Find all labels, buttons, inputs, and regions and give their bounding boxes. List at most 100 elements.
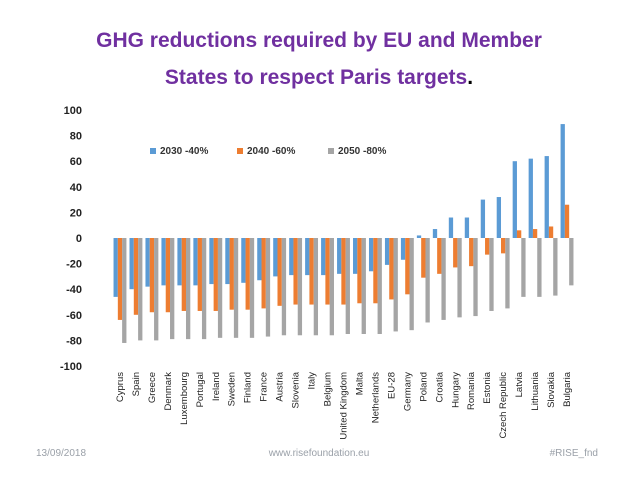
bar-2040-netherlands bbox=[373, 238, 378, 304]
bar-2040-denmark bbox=[165, 238, 171, 313]
bar-2040-spain bbox=[133, 238, 139, 315]
bar-2030-malta bbox=[353, 238, 358, 274]
bar-2040-finland bbox=[245, 238, 250, 310]
bar-2050-portugal bbox=[201, 238, 207, 340]
x-category-label: Poland bbox=[418, 372, 429, 402]
bar-2030-france bbox=[257, 238, 262, 281]
x-category-label: Belgium bbox=[323, 372, 334, 406]
bar-2030-eu-28 bbox=[384, 238, 390, 265]
bar-2040-bulgaria bbox=[564, 204, 570, 238]
x-category-label: EU-28 bbox=[386, 372, 397, 399]
bar-2030-hungary bbox=[448, 217, 454, 238]
bar-2050-germany bbox=[409, 238, 414, 331]
bar-2030-lithuania bbox=[528, 158, 533, 238]
bar-2030-sweden bbox=[225, 238, 230, 285]
x-category-label: Austria bbox=[275, 371, 286, 401]
bar-2030-latvia bbox=[512, 161, 517, 238]
bar-2030-croatia bbox=[432, 229, 438, 238]
y-tick-label: 60 bbox=[70, 156, 82, 168]
x-category-label: Denmark bbox=[163, 372, 174, 411]
footer-website: www.risefoundation.eu bbox=[268, 448, 370, 459]
bar-2030-germany bbox=[400, 238, 406, 260]
title-period: . bbox=[467, 66, 474, 89]
bar-2050-italy bbox=[313, 238, 319, 336]
x-category-label: Bulgaria bbox=[562, 371, 573, 407]
bar-2050-sweden bbox=[233, 238, 239, 338]
chart-legend: 2030 -40% 2040 -60% 2050 -80% bbox=[150, 146, 386, 157]
bar-2050-slovenia bbox=[297, 238, 303, 336]
bar-2040-united-kingdom bbox=[341, 238, 346, 305]
x-category-label: Sweden bbox=[227, 372, 238, 406]
x-category-label: Ireland bbox=[211, 372, 222, 401]
y-tick-label: -60 bbox=[66, 310, 82, 322]
y-axis-tick-labels: 100 80 60 40 20 0 -20 -40 -60 -80 -100 bbox=[60, 105, 82, 373]
legend-label: 2050 -80% bbox=[338, 146, 386, 157]
bar-2050-belgium bbox=[329, 238, 334, 336]
bar-2050-eu-28 bbox=[393, 238, 398, 332]
bar-2050-slovakia bbox=[553, 238, 558, 296]
x-category-label: France bbox=[259, 372, 270, 402]
legend-swatch bbox=[150, 148, 156, 154]
title-line-2-text: States to respect Paris targets bbox=[164, 66, 468, 89]
bar-2030-estonia bbox=[480, 199, 486, 238]
bar-2050-hungary bbox=[457, 238, 462, 318]
bar-2030-slovakia bbox=[544, 156, 549, 238]
x-category-label: Croatia bbox=[434, 371, 445, 402]
bar-2040-slovenia bbox=[293, 238, 298, 305]
bar-2050-malta bbox=[361, 238, 366, 334]
x-category-label: Italy bbox=[307, 372, 318, 390]
bar-2040-slovakia bbox=[548, 226, 554, 238]
bar-2040-austria bbox=[277, 238, 282, 306]
bar-2050-spain bbox=[138, 238, 143, 341]
bar-2050-croatia bbox=[441, 238, 446, 320]
bar-2050-poland bbox=[425, 238, 430, 323]
bar-2050-united-kingdom bbox=[345, 238, 350, 334]
legend-swatch bbox=[328, 148, 334, 154]
bar-2030-ireland bbox=[209, 238, 214, 285]
bar-2050-greece bbox=[154, 238, 159, 341]
bar-2040-lithuania bbox=[532, 229, 538, 238]
bar-2040-estonia bbox=[485, 238, 490, 255]
y-tick-label: -20 bbox=[66, 259, 82, 271]
y-tick-label: 40 bbox=[70, 182, 82, 194]
bar-2050-lithuania bbox=[537, 238, 542, 297]
bar-2030-cyprus bbox=[113, 238, 118, 297]
bar-2040-czech-republic bbox=[501, 238, 506, 254]
x-category-label: Netherlands bbox=[370, 372, 381, 423]
bar-2050-france bbox=[265, 238, 271, 337]
y-tick-label: 20 bbox=[70, 207, 82, 219]
bar-2050-finland bbox=[249, 238, 255, 338]
x-category-label: Germany bbox=[402, 372, 413, 411]
x-category-label: Greece bbox=[147, 372, 158, 403]
x-category-label: Lithuania bbox=[530, 371, 541, 410]
bar-2050-austria bbox=[281, 238, 287, 336]
y-tick-label: -80 bbox=[66, 335, 82, 347]
y-tick-label: -100 bbox=[60, 361, 82, 373]
bar-2040-poland bbox=[421, 238, 426, 278]
bar-2030-austria bbox=[273, 238, 278, 277]
x-category-label: Estonia bbox=[482, 371, 493, 403]
y-tick-label: 0 bbox=[76, 233, 82, 245]
legend-label: 2030 -40% bbox=[160, 146, 208, 157]
y-tick-label: -40 bbox=[66, 284, 82, 296]
bar-2030-bulgaria bbox=[560, 124, 565, 238]
bar-2040-cyprus bbox=[117, 238, 123, 320]
bar-2050-luxembourg bbox=[185, 238, 191, 340]
y-tick-label: 80 bbox=[70, 131, 82, 143]
bar-2040-france bbox=[261, 238, 266, 309]
bar-2050-romania bbox=[473, 238, 478, 317]
bar-series bbox=[113, 124, 574, 343]
bar-2040-hungary bbox=[453, 238, 458, 268]
bar-2030-czech-republic bbox=[496, 197, 502, 238]
bar-2040-sweden bbox=[229, 238, 234, 310]
x-category-label: Luxembourg bbox=[179, 372, 190, 425]
bar-2050-denmark bbox=[170, 238, 175, 340]
bar-2040-croatia bbox=[437, 238, 442, 274]
footer-hashtag: #RISE_fnd bbox=[549, 448, 598, 459]
bar-2030-luxembourg bbox=[177, 238, 182, 286]
bar-2040-romania bbox=[469, 238, 474, 267]
bar-2030-united-kingdom bbox=[337, 238, 342, 274]
bar-2040-ireland bbox=[213, 238, 218, 311]
bar-2030-denmark bbox=[161, 238, 166, 286]
x-category-label: Slovenia bbox=[291, 371, 302, 408]
